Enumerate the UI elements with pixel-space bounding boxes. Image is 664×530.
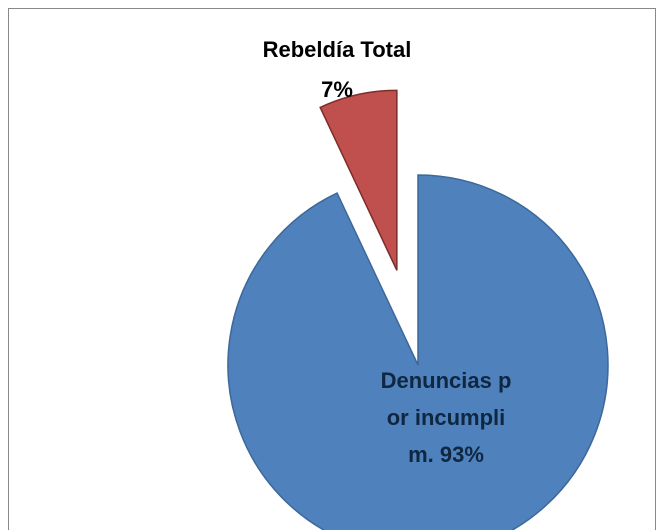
value-label: 93% [439, 442, 484, 467]
category-label: Denuncias por incumplim. [380, 368, 512, 467]
chart-border [8, 8, 656, 530]
slice-label: Rebeldía Total 7% [222, 30, 452, 110]
category-label: Rebeldía Total [262, 37, 412, 62]
pie-slice [319, 89, 398, 271]
value-label: 7% [321, 77, 353, 102]
slice-label: Denuncias por incumplim. 93% [378, 362, 514, 473]
pie-slice [227, 174, 609, 530]
